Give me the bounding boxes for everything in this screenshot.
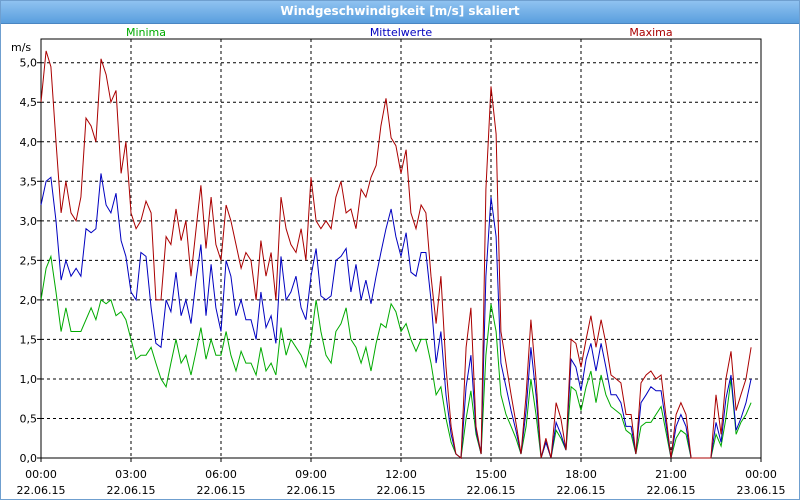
x-tick-date: 22.06.15 [467, 484, 516, 497]
x-tick-date: 23.06.15 [737, 484, 786, 497]
y-tick-label: 3,5 [20, 175, 38, 188]
x-tick-date: 22.06.15 [197, 484, 246, 497]
x-tick-time: 00:00 [25, 468, 57, 481]
series-line-maxima [40, 50, 752, 459]
y-tick-label: 0,5 [20, 412, 38, 425]
x-tick-date: 22.06.15 [107, 484, 156, 497]
x-tick-date: 22.06.15 [377, 484, 426, 497]
x-tick-time: 00:00 [745, 468, 777, 481]
legend-minima: Minima [126, 26, 166, 39]
y-tick-label: 1,0 [20, 373, 38, 386]
y-axis-label: m/s [11, 41, 31, 54]
x-tick-time: 09:00 [295, 468, 327, 481]
x-tick-time: 12:00 [385, 468, 417, 481]
y-tick-label: 4,0 [20, 136, 38, 149]
y-tick-label: 2,0 [20, 294, 38, 307]
title-bar: Windgeschwindigkeit [m/s] skaliert [1, 1, 799, 24]
series-line-mittelwerte [40, 173, 752, 459]
y-tick-label: 2,5 [20, 254, 38, 267]
x-tick-time: 06:00 [205, 468, 237, 481]
legend-maxima: Maxima [629, 26, 672, 39]
window-title: Windgeschwindigkeit [m/s] skaliert [280, 4, 520, 18]
x-tick-time: 03:00 [115, 468, 147, 481]
y-tick-label: 1,5 [20, 333, 38, 346]
y-tick-label: 4,5 [20, 96, 38, 109]
x-tick-date: 22.06.15 [287, 484, 336, 497]
x-tick-date: 22.06.15 [17, 484, 66, 497]
y-tick-label: 5,0 [20, 57, 38, 70]
x-tick-date: 22.06.15 [557, 484, 606, 497]
y-tick-label: 0,0 [20, 452, 38, 465]
legend-mittelwerte: Mittelwerte [370, 26, 433, 39]
y-axis: 0,0 0,5 1,0 1,5 2,0 2,5 3,0 3,5 4,0 4,5 5,0 [20, 57, 41, 465]
x-axis: 00:00 22.06.15 03:00 22.06.15 06:00 22.06.15 0… [17, 458, 786, 497]
x-tick-time: 21:00 [655, 468, 687, 481]
series-lines [40, 50, 752, 459]
x-tick-time: 18:00 [565, 468, 597, 481]
x-tick-date: 22.06.15 [647, 484, 696, 497]
wind-speed-chart: 0,0 0,5 1,0 1,5 2,0 2,5 3,0 3,5 4,0 4,5 5,0 00:00 2… [11, 26, 786, 497]
x-tick-time: 15:00 [475, 468, 507, 481]
series-line-minima [40, 254, 752, 459]
y-tick-label: 3,0 [20, 215, 38, 228]
